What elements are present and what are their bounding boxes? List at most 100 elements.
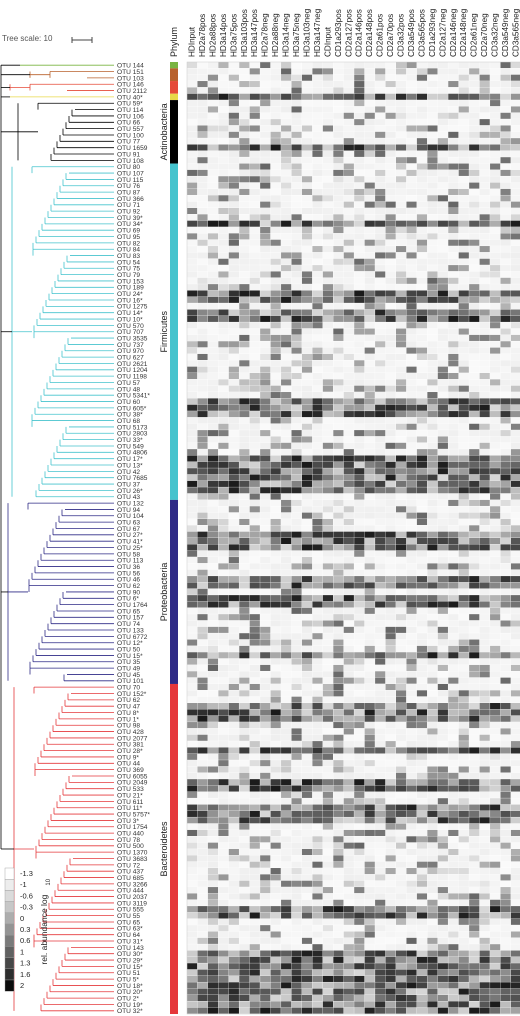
heatmap-cell xyxy=(406,842,417,849)
heatmap-cell xyxy=(385,385,396,392)
heatmap-cell xyxy=(448,861,459,868)
otu-label: OTU 84 xyxy=(117,247,140,254)
heatmap-cell xyxy=(343,791,354,798)
heatmap-cell xyxy=(500,353,511,360)
heatmap-cell xyxy=(218,607,229,614)
heatmap-cell xyxy=(301,506,313,513)
heatmap-cell xyxy=(281,195,292,202)
heatmap-cell xyxy=(207,157,219,164)
heatmap-cell xyxy=(301,296,313,303)
heatmap-cell xyxy=(322,658,333,665)
heatmap-cell xyxy=(510,525,520,532)
heatmap-cell xyxy=(354,607,365,614)
heatmap-cell xyxy=(312,810,323,817)
heatmap-cell xyxy=(239,334,250,341)
heatmap-cell xyxy=(490,372,501,380)
heatmap-cell xyxy=(218,106,229,113)
heatmap-cell xyxy=(312,341,323,348)
heatmap-cell xyxy=(448,220,459,227)
heatmap-cell xyxy=(322,779,333,786)
heatmap-cell xyxy=(281,411,292,418)
heatmap-cell xyxy=(207,81,219,88)
heatmap-cell xyxy=(322,518,333,526)
heatmap-cell xyxy=(260,227,271,234)
heatmap-cell xyxy=(291,601,302,608)
heatmap-cell xyxy=(396,645,407,652)
heatmap-cell xyxy=(312,709,323,716)
heatmap-cell xyxy=(228,74,239,81)
heatmap-cell xyxy=(427,531,438,538)
heatmap-cell xyxy=(406,309,417,316)
heatmap-cell xyxy=(510,423,520,430)
heatmap-cell xyxy=(270,271,281,278)
heatmap-cell xyxy=(490,233,501,240)
heatmap-cell xyxy=(281,544,292,551)
heatmap-cell xyxy=(385,93,396,100)
column-header: HD2a88neg xyxy=(271,13,280,57)
heatmap-cell xyxy=(281,753,292,760)
heatmap-cell xyxy=(490,100,501,107)
heatmap-cell xyxy=(333,785,344,792)
heatmap-cell xyxy=(406,271,417,278)
heatmap-cell xyxy=(500,753,511,760)
heatmap-cell xyxy=(437,906,448,913)
heatmap-cell xyxy=(187,766,198,773)
heatmap-cell xyxy=(291,791,302,798)
heatmap-cell xyxy=(354,436,365,443)
heatmap-cell xyxy=(458,353,469,360)
heatmap-cell xyxy=(249,569,260,576)
heatmap-cell xyxy=(197,842,208,849)
heatmap-cell xyxy=(416,703,428,710)
heatmap-cell xyxy=(207,138,219,145)
otu-label: OTU 79 xyxy=(117,272,140,279)
otu-label: OTU 6772 xyxy=(117,634,148,641)
heatmap-cell xyxy=(312,912,323,919)
heatmap-cell xyxy=(427,696,438,703)
heatmap-cell xyxy=(197,138,208,145)
heatmap-cell xyxy=(510,81,520,88)
heatmap-cell xyxy=(249,258,260,265)
heatmap-cell xyxy=(354,626,365,633)
heatmap-cell xyxy=(270,258,281,265)
heatmap-cell xyxy=(322,271,333,278)
heatmap-cell xyxy=(228,855,239,862)
phylum-label: Firmicutes xyxy=(159,310,169,352)
heatmap-cell xyxy=(469,372,480,380)
heatmap-cell xyxy=(322,474,333,481)
heatmap-cell xyxy=(218,569,229,576)
heatmap-cell xyxy=(270,550,281,557)
column-header: HD3a75pos xyxy=(229,14,238,57)
heatmap-cell xyxy=(396,652,407,659)
heatmap-cell xyxy=(260,518,271,526)
heatmap-cell xyxy=(249,925,260,932)
heatmap-cell xyxy=(396,683,407,691)
heatmap-cell xyxy=(364,436,375,443)
heatmap-cell xyxy=(343,277,354,284)
heatmap-cell xyxy=(375,258,386,265)
heatmap-cell xyxy=(333,817,344,824)
heatmap-cell xyxy=(406,436,417,443)
heatmap-cell xyxy=(458,626,469,633)
otu-label: OTU 90 xyxy=(117,589,140,596)
otu-label: OTU 5757* xyxy=(117,811,150,818)
heatmap-cell xyxy=(354,392,365,399)
heatmap-cell xyxy=(218,620,229,627)
heatmap-cell xyxy=(187,214,198,221)
heatmap-cell xyxy=(364,931,375,938)
heatmap-cell xyxy=(364,861,375,868)
heatmap-cell xyxy=(301,233,313,240)
heatmap-cell xyxy=(197,144,208,151)
heatmap-cell xyxy=(312,931,323,938)
heatmap-cell xyxy=(354,284,365,291)
heatmap-cell xyxy=(301,315,313,322)
heatmap-cell xyxy=(479,214,490,221)
heatmap-cell xyxy=(385,569,396,576)
heatmap-cell xyxy=(207,119,219,126)
heatmap-cell xyxy=(396,62,407,69)
heatmap-cell xyxy=(448,207,459,215)
heatmap-cell xyxy=(218,722,229,729)
heatmap-cell xyxy=(207,683,219,691)
heatmap-cell xyxy=(343,817,354,824)
heatmap-cell xyxy=(437,741,448,748)
heatmap-cell xyxy=(458,703,469,710)
